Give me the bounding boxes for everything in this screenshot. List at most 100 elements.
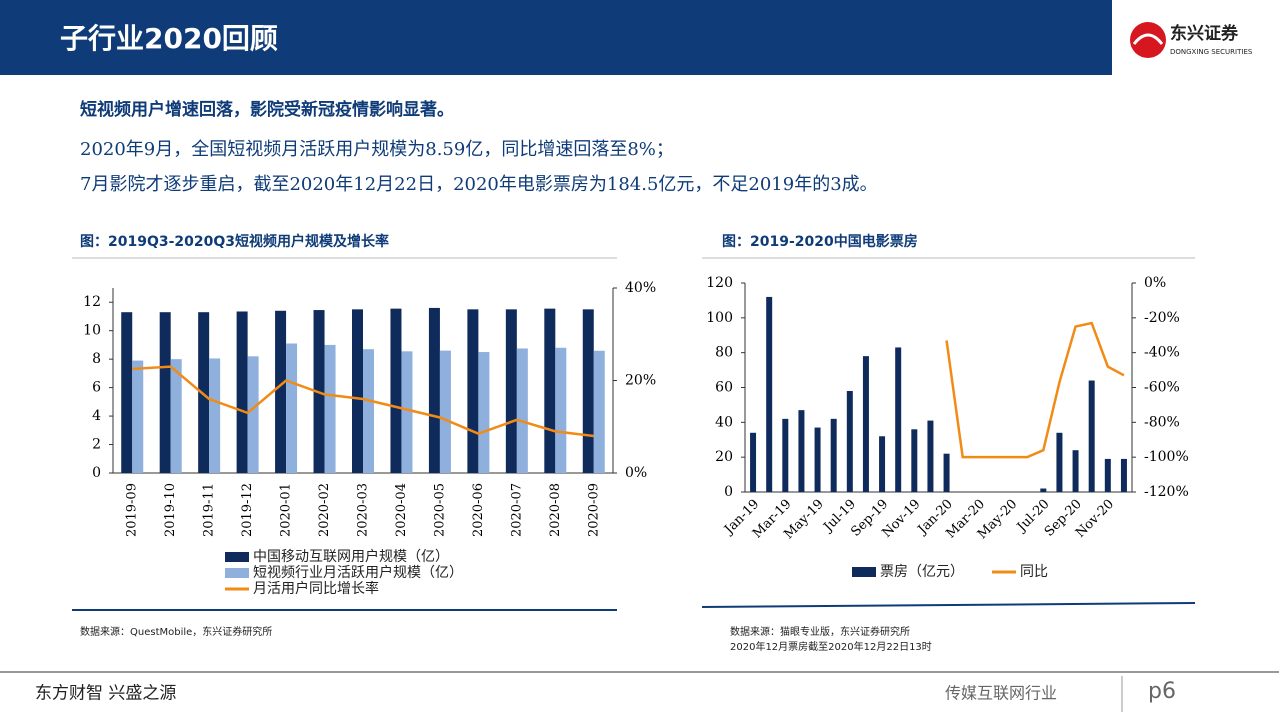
bar <box>363 349 374 473</box>
bar <box>1040 488 1047 492</box>
y2-tick-label: -40% <box>1144 345 1180 361</box>
x-tick-label: 2019-11 <box>202 483 217 537</box>
line-series <box>132 365 594 438</box>
bar <box>846 390 853 492</box>
footer-slogan: 东方财智 兴盛之源 <box>35 684 176 704</box>
bar <box>1120 458 1127 492</box>
y-tick-label: 8 <box>92 351 101 367</box>
legend-label: 短视频行业月活跃用户规模（亿） <box>253 564 463 581</box>
y-tick-label: 40 <box>715 414 733 430</box>
y2-tick-label: 20% <box>625 373 656 389</box>
bar <box>121 312 133 473</box>
legend-label: 票房（亿元） <box>880 564 964 580</box>
bar <box>593 350 605 473</box>
legend-swatch <box>852 567 876 577</box>
source-note: 2020年12月票房截至2020年12月22日13时 <box>730 640 932 653</box>
x-tick-label: 2019-12 <box>240 483 255 537</box>
y-tick-label: 100 <box>706 310 733 326</box>
legend-label: 月活用户同比增长率 <box>253 580 379 597</box>
logo-text: 东兴证券 <box>1170 23 1239 44</box>
summary-line: 7月影院才逐步重启，截至2020年12月22日，2020年电影票房为184.5亿… <box>80 174 878 195</box>
bar <box>159 312 171 473</box>
line-series <box>945 321 1125 459</box>
bar <box>478 352 490 473</box>
bar <box>275 310 287 473</box>
bar <box>1056 432 1063 492</box>
bar <box>236 311 248 473</box>
bar <box>247 356 259 473</box>
legend-swatch <box>225 568 249 578</box>
legend-label: 中国移动互联网用户规模（亿） <box>253 548 449 565</box>
y-tick-label: 120 <box>706 275 733 291</box>
y-tick-label: 10 <box>83 323 101 339</box>
bar <box>170 359 182 473</box>
bar <box>766 296 773 492</box>
x-tick-label: 2019-09 <box>125 483 140 537</box>
y2-tick-label: -100% <box>1144 449 1189 465</box>
bar <box>943 453 950 492</box>
summary-line: 2020年9月，全国短视频月活跃用户规模为8.59亿，同比增速回落至8%； <box>80 139 674 160</box>
x-tick-label: 2019-10 <box>163 483 178 537</box>
bar <box>505 309 517 473</box>
y-tick-label: 12 <box>83 294 101 310</box>
bar <box>352 309 363 473</box>
bar <box>390 308 402 473</box>
bar <box>927 420 934 492</box>
bar <box>879 436 886 492</box>
chart-title: 图：2019-2020中国电影票房 <box>722 233 918 250</box>
y-tick-label: 80 <box>715 345 733 361</box>
x-tick-label: 2020-05 <box>432 483 447 537</box>
source: 数据来源：QuestMobile，东兴证券研究所 <box>80 625 272 638</box>
bar <box>467 309 479 473</box>
bar <box>286 343 298 473</box>
bar <box>1072 450 1079 492</box>
bar <box>895 347 902 492</box>
bar <box>439 350 451 473</box>
bar <box>516 348 528 473</box>
bar <box>862 356 869 492</box>
bar <box>782 418 789 492</box>
y-tick-label: 0 <box>92 465 101 481</box>
x-tick-label: 2020-03 <box>356 483 371 537</box>
logo-icon-mark <box>1132 33 1164 45</box>
bar <box>1088 380 1095 492</box>
x-tick-label: 2020-02 <box>317 483 332 537</box>
y-tick-label: 60 <box>715 380 733 396</box>
y2-tick-label: 0% <box>1144 275 1166 291</box>
bar <box>814 427 821 492</box>
bar <box>544 308 556 473</box>
chart-title: 图：2019Q3-2020Q3短视频用户规模及增长率 <box>80 233 389 250</box>
x-tick-label: 2020-04 <box>394 483 409 537</box>
y-tick-label: 6 <box>92 380 101 396</box>
bar <box>428 307 440 473</box>
bar <box>401 351 413 473</box>
summary-heading: 短视频用户增速回落，影院受新冠疫情影响显著。 <box>80 99 454 120</box>
divider <box>701 602 1196 608</box>
bar <box>911 429 918 492</box>
logo-sub: DONGXING SECURITIES <box>1170 48 1253 56</box>
legend-label: 同比 <box>1020 564 1048 580</box>
x-tick-label: 2020-01 <box>279 483 294 537</box>
y2-tick-label: -80% <box>1144 414 1180 430</box>
source: 数据来源：猫眼专业版，东兴证券研究所 <box>730 625 910 638</box>
x-tick-label: 2020-09 <box>586 483 601 537</box>
bar <box>1104 458 1111 492</box>
footer-sector: 传媒互联网行业 <box>945 684 1057 703</box>
y2-tick-label: -120% <box>1144 484 1189 500</box>
y-tick-label: 20 <box>715 449 733 465</box>
bar <box>209 358 221 473</box>
legend-swatch <box>225 552 249 562</box>
y2-tick-label: 40% <box>625 280 656 296</box>
header-bar <box>0 0 1112 75</box>
header-title: 子行业2020回顾 <box>60 22 278 55</box>
bar <box>798 410 805 492</box>
y-tick-label: 2 <box>92 437 101 453</box>
logo-icon <box>1130 22 1166 58</box>
bar <box>198 312 210 473</box>
y2-tick-label: 0% <box>625 465 647 481</box>
y-tick-label: 0 <box>724 484 733 500</box>
x-tick-label: 2020-07 <box>509 483 524 537</box>
bar <box>132 360 144 473</box>
